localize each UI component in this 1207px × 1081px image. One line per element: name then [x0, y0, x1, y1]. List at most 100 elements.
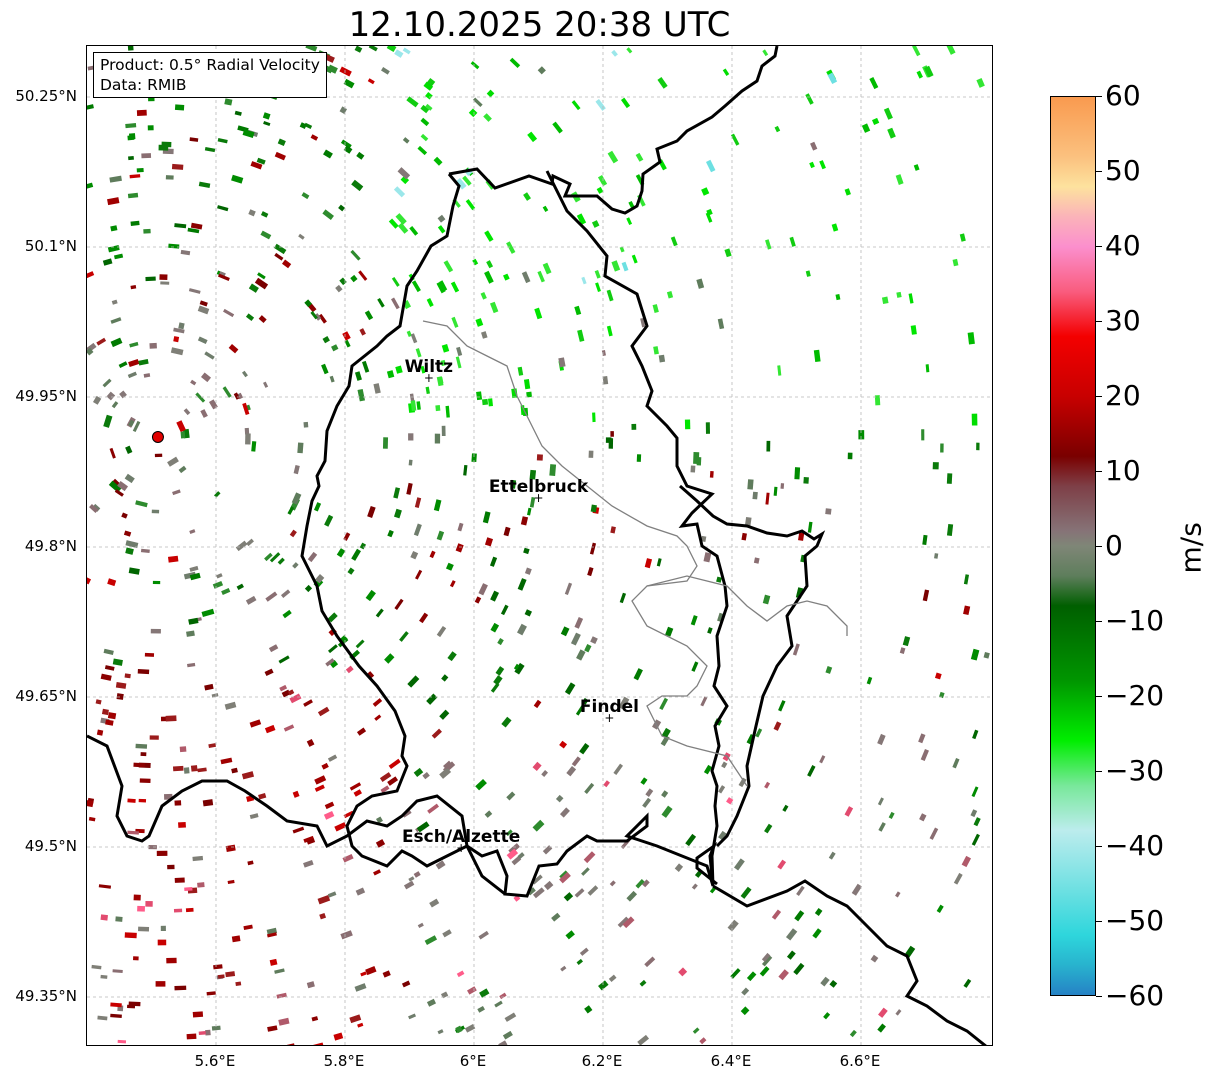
map-title: 12.10.2025 20:38 UTC: [348, 5, 731, 45]
radar-echo-pixel: [172, 489, 181, 496]
colorbar-gradient: [1051, 97, 1095, 995]
radar-echo-pixel: [103, 648, 114, 656]
radar-echo-pixel: [87, 271, 95, 280]
radar-echo-pixel: [921, 429, 925, 441]
product-label: Product: 0.5° Radial Velocity: [100, 56, 320, 74]
radar-echo-pixel: [778, 969, 789, 981]
radar-echo-pixel: [637, 1034, 650, 1045]
radar-echo-pixel: [717, 318, 725, 330]
radar-echo-pixel: [831, 223, 839, 232]
radar-echo-pixel: [594, 270, 601, 279]
radar-echo-pixel: [635, 152, 644, 162]
radar-echo-pixel: [945, 46, 956, 55]
radar-echo-pixel: [564, 582, 573, 596]
radar-echo-pixel: [588, 450, 594, 458]
radar-echo-pixel: [576, 649, 586, 661]
radar-echo-pixel: [436, 530, 445, 541]
radar-echo-pixel: [581, 867, 590, 876]
radar-echo-pixel: [457, 522, 464, 532]
radar-echo-pixel: [158, 144, 169, 151]
radar-echo-pixel: [128, 1001, 141, 1007]
radar-echo-pixel: [264, 552, 273, 562]
radar-echo-pixel: [367, 505, 376, 518]
radar-echo-pixel: [110, 337, 123, 348]
radar-echo-pixel: [244, 427, 250, 435]
radar-echo-pixel: [268, 644, 279, 653]
radar-echo-pixel: [130, 220, 140, 226]
radar-echo-pixel: [877, 797, 884, 806]
radar-echo-pixel: [402, 137, 410, 144]
radar-echo-pixel: [354, 371, 362, 381]
radar-echo-pixel: [819, 755, 826, 764]
radar-echo-pixel: [128, 567, 140, 575]
radar-echo-pixel: [167, 555, 179, 563]
radar-echo-pixel: [200, 409, 208, 418]
radar-echo-pixel: [509, 57, 521, 69]
radar-echo-pixel: [145, 901, 153, 907]
radar-echo-pixel: [402, 810, 412, 818]
colorbar-tick-mark: [1096, 396, 1102, 397]
radar-echo-pixel: [730, 968, 741, 979]
radar-echo-pixel: [256, 157, 266, 165]
radar-echo-pixel: [102, 378, 112, 388]
radar-echo-pixel: [426, 998, 437, 1007]
radar-echo-pixel: [197, 305, 210, 315]
city-marker-icon: +: [456, 841, 466, 855]
radar-echo-pixel: [227, 879, 235, 885]
radar-echo-pixel: [375, 816, 383, 824]
radar-echo-pixel: [87, 347, 94, 356]
radar-echo-pixel: [778, 700, 786, 712]
radar-map[interactable]: + Wiltz + Ettelbruck + Findel + Esch/Alzette: [86, 45, 993, 1046]
radar-echo-pixel: [718, 830, 728, 841]
radar-echo-pixel: [410, 550, 419, 560]
radar-echo-pixel: [726, 797, 734, 805]
radar-site-marker-dot: [151, 431, 164, 443]
radar-echo-pixel: [552, 121, 563, 134]
radar-echo-pixel: [322, 336, 330, 344]
radar-echo-pixel: [410, 400, 417, 412]
radar-echo-pixel: [589, 542, 597, 555]
radar-echo-pixel: [740, 886, 752, 899]
radar-echo-pixel: [138, 926, 150, 932]
radar-echo-pixel: [523, 192, 531, 201]
radar-echo-pixel: [520, 405, 525, 416]
radar-echo-pixel: [136, 167, 144, 173]
radar-echo-pixel: [659, 697, 669, 711]
radar-echo-pixel: [276, 992, 287, 999]
radar-echo-pixel: [173, 336, 180, 343]
radar-echo-pixel: [462, 175, 472, 186]
radar-echo-pixel: [274, 252, 284, 261]
radar-echo-pixel: [117, 1039, 127, 1044]
radar-echo-pixel: [347, 567, 355, 575]
radar-echo-pixel: [140, 752, 147, 757]
radar-echo-pixel: [101, 708, 109, 716]
radar-echo-pixel: [222, 386, 232, 398]
radar-echo-pixel: [796, 885, 805, 896]
radar-echo-pixel: [258, 315, 267, 324]
radar-echo-pixel: [167, 456, 179, 467]
radar-echo-pixel: [895, 174, 904, 185]
data-source-label: Data: RMIB: [100, 76, 187, 94]
radar-echo-pixel: [922, 534, 928, 546]
radar-echo-pixel: [440, 359, 447, 367]
radar-echo-pixel: [179, 746, 187, 753]
radar-echo-pixel: [913, 164, 920, 171]
radar-echo-pixel: [87, 104, 94, 111]
radar-echo-pixel: [329, 375, 335, 383]
radar-echo-pixel: [883, 107, 893, 120]
radar-echo-pixel: [807, 521, 813, 533]
radar-echo-pixel: [147, 125, 154, 131]
radar-echo-pixel: [220, 757, 233, 765]
radar-echo-pixel: [924, 65, 934, 78]
radar-echo-pixel: [613, 763, 623, 775]
radar-echo-pixel: [315, 574, 325, 584]
radar-echo-pixel: [661, 805, 673, 818]
colorbar-tick-mark: [1096, 996, 1102, 997]
radar-echo-pixel: [349, 782, 362, 791]
radar-echo-pixel: [365, 589, 376, 602]
radar-echo-pixel: [577, 329, 585, 342]
radar-echo-pixel: [314, 784, 325, 792]
radar-echo-pixel: [938, 691, 945, 699]
radar-echo-pixel: [810, 141, 818, 151]
radar-echo-pixel: [277, 557, 285, 565]
